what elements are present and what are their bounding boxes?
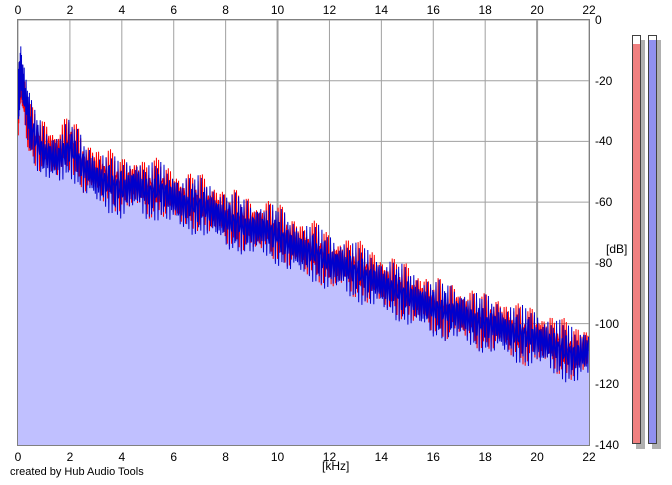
- top-tick-label-5: 10: [270, 3, 285, 17]
- top-tick-label-10: 20: [530, 3, 544, 17]
- top-tick-label-4: 8: [222, 3, 229, 17]
- spectrum-chart: [18, 20, 589, 445]
- bottom-tick-label-1: 2: [66, 450, 74, 464]
- bottom-tick-label-9: 18: [478, 450, 492, 464]
- top-tick-label-6: 12: [322, 3, 337, 17]
- top-tick-label-3: 6: [170, 3, 178, 17]
- bottom-tick-label-3: 6: [170, 450, 178, 464]
- top-tick-label-11: 22: [582, 3, 596, 17]
- spectrum-plot[interactable]: [17, 19, 590, 446]
- top-tick-label-7: 14: [374, 3, 389, 17]
- bottom-tick-label-6: 12: [322, 450, 337, 464]
- db-tick-label-5: -100: [595, 316, 620, 331]
- top-tick-label-8: 16: [426, 3, 440, 17]
- series-line-1: [18, 46, 589, 383]
- db-tick-label-7: -140: [595, 438, 620, 452]
- bottom-frequency-ticks: 0 2 4 6 8 10 12 14 16 18 20 22: [0, 450, 600, 464]
- db-tick-label-0: 0: [595, 13, 602, 27]
- bottom-tick-label-7: 14: [374, 450, 389, 464]
- bottom-tick-label-5: 10: [270, 450, 285, 464]
- bottom-tick-label-11: 22: [582, 450, 596, 464]
- left-channel-level-meter: [632, 35, 641, 444]
- bottom-tick-label-0: 0: [14, 450, 22, 464]
- top-tick-label-1: 2: [66, 3, 74, 17]
- bottom-tick-label-8: 16: [426, 450, 440, 464]
- db-tick-label-4: -80: [595, 255, 613, 270]
- db-tick-label-6: -120: [595, 377, 620, 392]
- top-frequency-ticks: 0 2 4 6 8 10 12 14 16 18 20 22: [0, 3, 600, 17]
- top-tick-label-0: 0: [14, 3, 22, 17]
- top-tick-label-9: 18: [478, 3, 492, 17]
- y-axis-label: [dB]: [606, 242, 628, 256]
- bottom-tick-label-2: 4: [118, 450, 126, 464]
- top-tick-label-2: 4: [118, 3, 126, 17]
- bottom-tick-label-4: 8: [222, 450, 229, 464]
- bottom-tick-label-10: 20: [530, 450, 544, 464]
- db-tick-label-1: -20: [595, 73, 613, 88]
- credit-text: created by Hub Audio Tools: [10, 466, 144, 478]
- right-channel-level-meter: [648, 35, 657, 444]
- db-tick-label-3: -60: [595, 195, 613, 210]
- db-tick-label-2: -40: [595, 134, 613, 149]
- x-axis-label: [kHz]: [322, 459, 350, 473]
